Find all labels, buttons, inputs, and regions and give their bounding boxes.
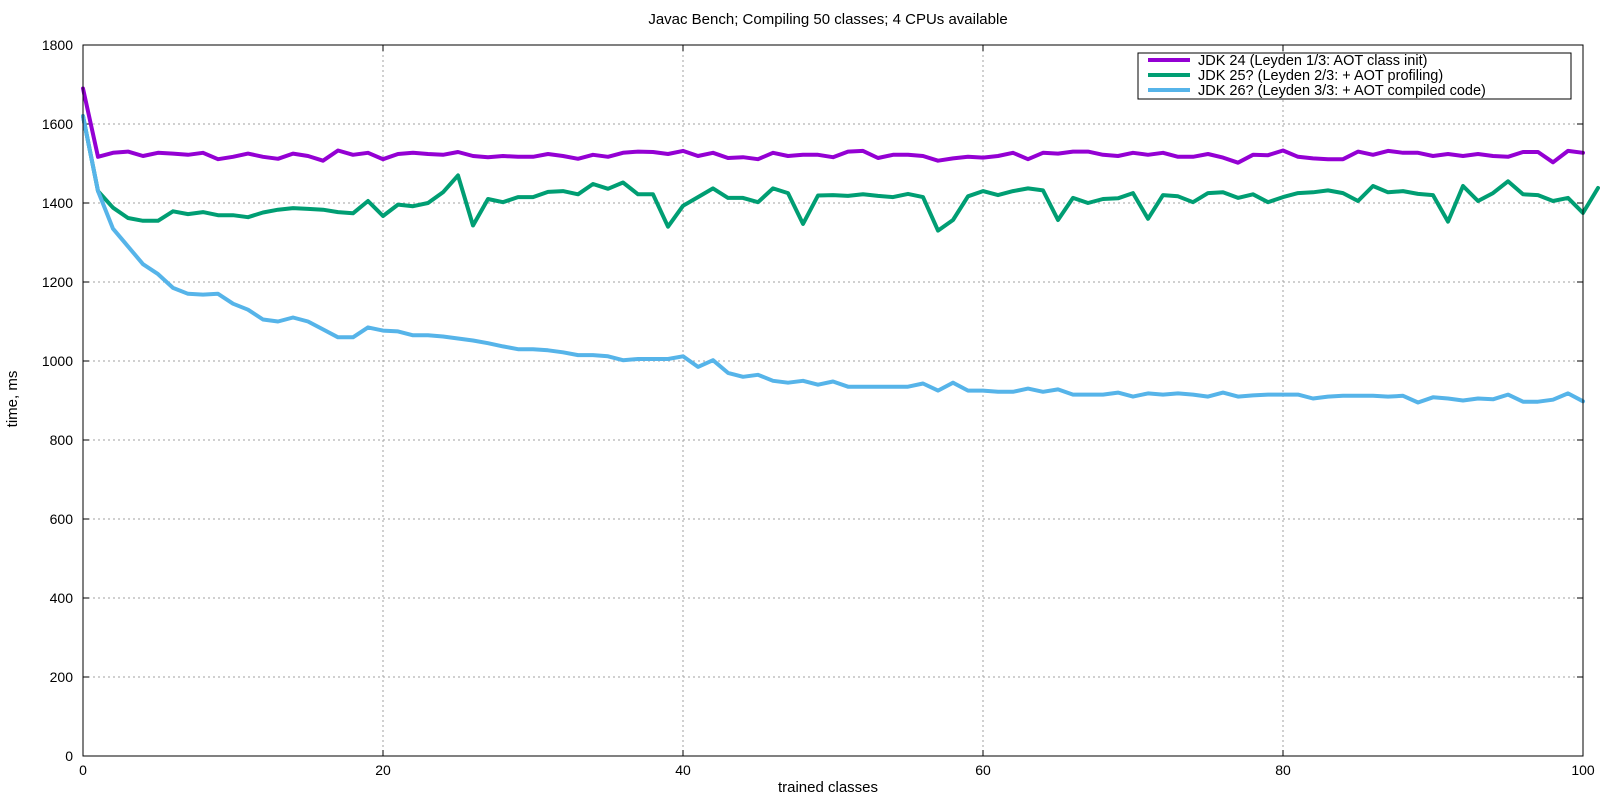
x-tick-label: 80 xyxy=(1275,762,1291,778)
legend-box xyxy=(1137,52,1572,100)
series-line-1 xyxy=(81,86,1585,165)
series-line-2 xyxy=(81,114,1600,233)
x-tick-label: 20 xyxy=(375,762,391,778)
legend: JDK 24 (Leyden 1/3: AOT class init)JDK 2… xyxy=(1137,52,1572,100)
axis-ticks: 0 200 400 600 800 1000 1200 1400 1600 1800 0 20 40 60… xyxy=(42,37,1595,778)
grid xyxy=(83,45,1583,756)
y-tick-label: 1800 xyxy=(42,37,73,53)
legend-label: JDK 26? (Leyden 3/3: + AOT compiled code… xyxy=(1198,83,1486,99)
y-tick-label: 1600 xyxy=(42,116,73,132)
x-tick-label: 0 xyxy=(79,762,87,778)
y-tick-label: 0 xyxy=(65,748,73,764)
y-axis-title: time, ms xyxy=(4,371,21,428)
chart-title: Javac Bench; Compiling 50 classes; 4 CPU… xyxy=(648,11,1007,28)
y-tick-label: 1000 xyxy=(42,353,73,369)
y-tick-label: 1400 xyxy=(42,195,73,211)
series-line-3 xyxy=(81,114,1585,405)
y-tick-label: 200 xyxy=(50,669,74,685)
y-tick-label: 600 xyxy=(50,511,74,527)
y-tick-label: 1200 xyxy=(42,274,73,290)
y-tick-label: 800 xyxy=(50,432,74,448)
legend-label: JDK 25? (Leyden 2/3: + AOT profiling) xyxy=(1198,68,1443,84)
x-axis-title: trained classes xyxy=(778,779,878,796)
y-tick-label: 400 xyxy=(50,590,74,606)
plot-frame xyxy=(82,44,1584,757)
x-tick-label: 40 xyxy=(675,762,691,778)
x-tick-label: 60 xyxy=(975,762,991,778)
x-tick-label: 100 xyxy=(1571,762,1595,778)
series-lines xyxy=(81,86,1600,405)
legend-label: JDK 24 (Leyden 1/3: AOT class init) xyxy=(1198,53,1427,69)
